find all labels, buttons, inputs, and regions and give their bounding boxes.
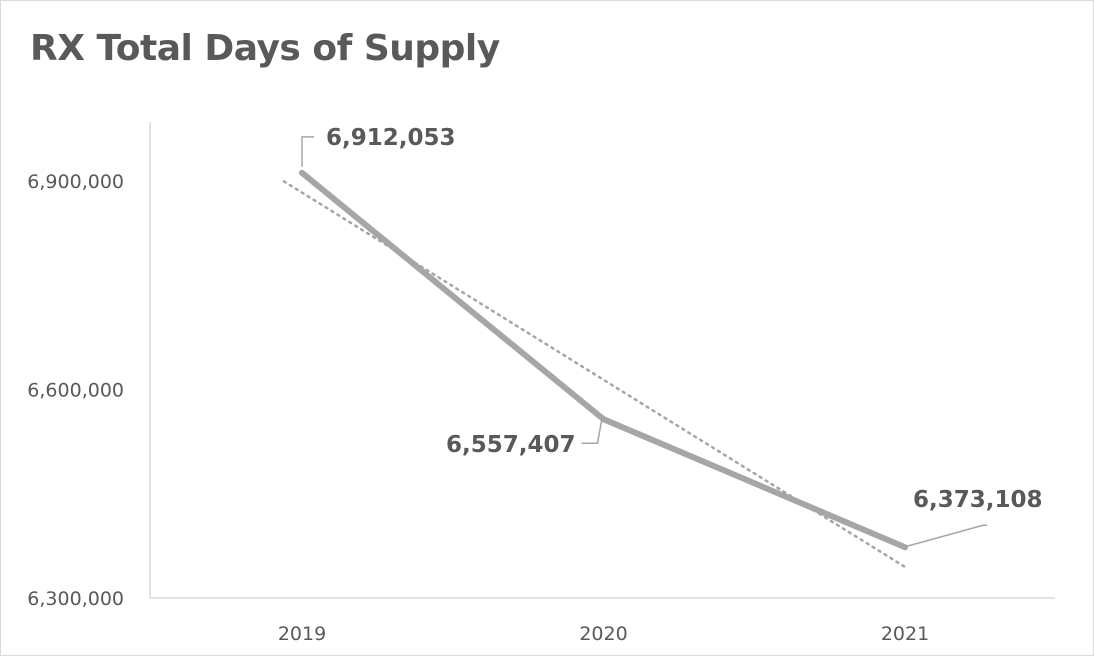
chart-title: RX Total Days of Supply <box>30 28 500 69</box>
data-label-leader <box>581 421 603 444</box>
data-point <box>600 416 607 423</box>
y-tick-label: 6,300,000 <box>27 588 124 610</box>
data-label: 6,557,407 <box>446 432 576 458</box>
data-label: 6,912,053 <box>326 125 456 151</box>
data-label: 6,373,108 <box>913 487 1043 513</box>
series-line <box>299 169 908 551</box>
data-point <box>902 544 908 551</box>
y-tick-label: 6,600,000 <box>27 380 124 402</box>
x-tick-label: 2020 <box>579 623 627 645</box>
x-tick-label: 2021 <box>881 623 929 645</box>
x-tick-label: 2019 <box>278 623 326 645</box>
y-tick-label: 6,900,000 <box>27 171 124 193</box>
data-label-leader <box>906 524 987 547</box>
data-label-leader <box>301 136 314 167</box>
data-point <box>299 169 305 176</box>
